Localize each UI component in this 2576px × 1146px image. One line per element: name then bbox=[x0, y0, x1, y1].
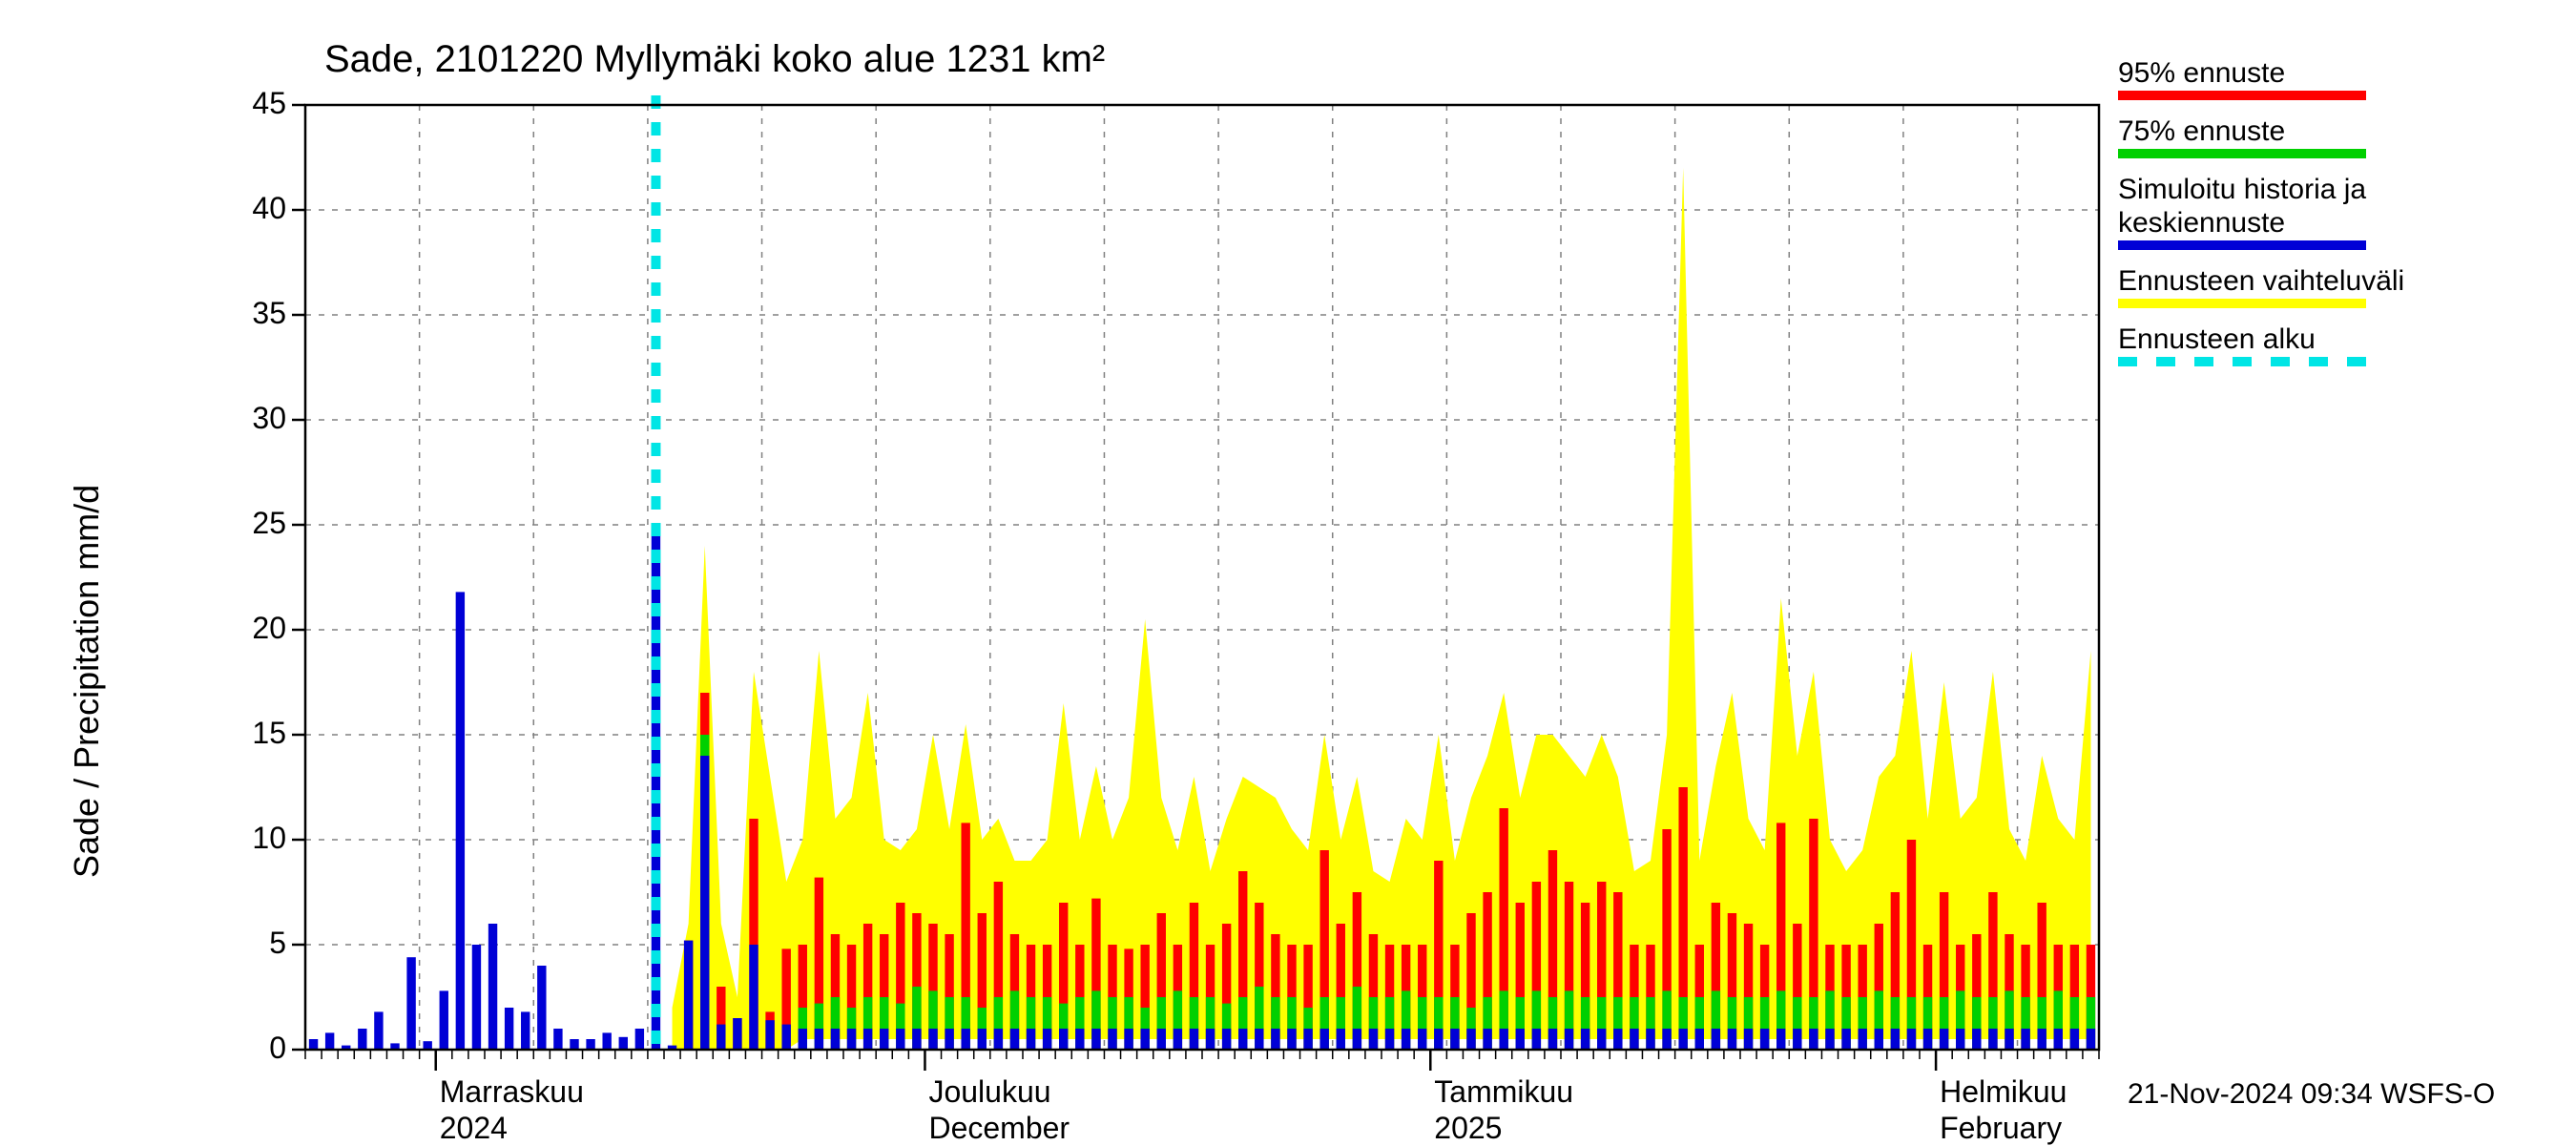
legend-label: keskiennuste bbox=[2118, 207, 2404, 239]
x-month-label: Joulukuu bbox=[928, 1074, 1050, 1110]
legend-label: 75% ennuste bbox=[2118, 115, 2404, 147]
x-month-sublabel: February bbox=[1940, 1111, 2062, 1146]
x-month-label: Marraskuu bbox=[440, 1074, 584, 1110]
legend-swatch bbox=[2118, 91, 2366, 100]
legend-swatch bbox=[2118, 357, 2366, 366]
legend-swatch bbox=[2118, 299, 2366, 308]
x-month-sublabel: 2025 bbox=[1434, 1111, 1502, 1146]
x-month-sublabel: December bbox=[928, 1111, 1070, 1146]
legend-label: Ennusteen alku bbox=[2118, 323, 2404, 355]
legend: 95% ennuste 75% ennuste Simuloitu historia… bbox=[2118, 57, 2404, 382]
legend-label: 95% ennuste bbox=[2118, 57, 2404, 89]
footer-timestamp: 21-Nov-2024 09:34 WSFS-O bbox=[2128, 1078, 2495, 1111]
legend-swatch bbox=[2118, 149, 2366, 158]
x-month-label: Tammikuu bbox=[1434, 1074, 1573, 1110]
chart-container: Sade, 2101220 Myllymäki koko alue 1231 k… bbox=[0, 0, 2576, 1145]
x-month-label: Helmikuu bbox=[1940, 1074, 2067, 1110]
legend-label: Simuloitu historia ja bbox=[2118, 174, 2404, 205]
legend-swatch bbox=[2118, 240, 2366, 250]
x-month-sublabel: 2024 bbox=[440, 1111, 508, 1146]
legend-label: Ennusteen vaihteluväli bbox=[2118, 265, 2404, 297]
